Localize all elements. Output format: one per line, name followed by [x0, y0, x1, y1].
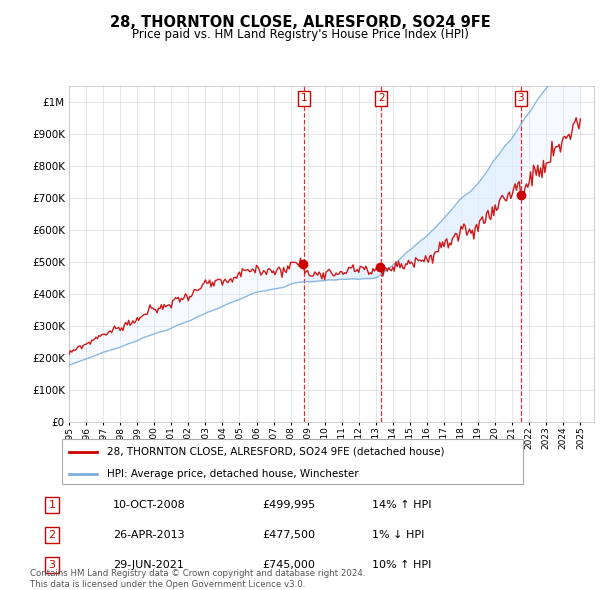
Text: Contains HM Land Registry data © Crown copyright and database right 2024.
This d: Contains HM Land Registry data © Crown c…	[30, 569, 365, 589]
Text: 26-APR-2013: 26-APR-2013	[113, 530, 184, 540]
Text: £499,995: £499,995	[262, 500, 315, 510]
FancyBboxPatch shape	[62, 439, 523, 484]
Text: 1% ↓ HPI: 1% ↓ HPI	[372, 530, 425, 540]
Text: 2: 2	[378, 93, 385, 103]
Text: 1: 1	[49, 500, 56, 510]
Text: £477,500: £477,500	[262, 530, 315, 540]
Text: 3: 3	[49, 560, 56, 570]
Text: 29-JUN-2021: 29-JUN-2021	[113, 560, 184, 570]
Text: 14% ↑ HPI: 14% ↑ HPI	[372, 500, 432, 510]
Text: 3: 3	[517, 93, 524, 103]
Text: 28, THORNTON CLOSE, ALRESFORD, SO24 9FE: 28, THORNTON CLOSE, ALRESFORD, SO24 9FE	[110, 15, 490, 30]
Text: Price paid vs. HM Land Registry's House Price Index (HPI): Price paid vs. HM Land Registry's House …	[131, 28, 469, 41]
Text: £745,000: £745,000	[262, 560, 315, 570]
Text: HPI: Average price, detached house, Winchester: HPI: Average price, detached house, Winc…	[107, 469, 358, 479]
Text: 28, THORNTON CLOSE, ALRESFORD, SO24 9FE (detached house): 28, THORNTON CLOSE, ALRESFORD, SO24 9FE …	[107, 447, 444, 457]
Text: 1: 1	[301, 93, 307, 103]
Text: 2: 2	[49, 530, 56, 540]
Text: 10-OCT-2008: 10-OCT-2008	[113, 500, 185, 510]
Text: 10% ↑ HPI: 10% ↑ HPI	[372, 560, 431, 570]
